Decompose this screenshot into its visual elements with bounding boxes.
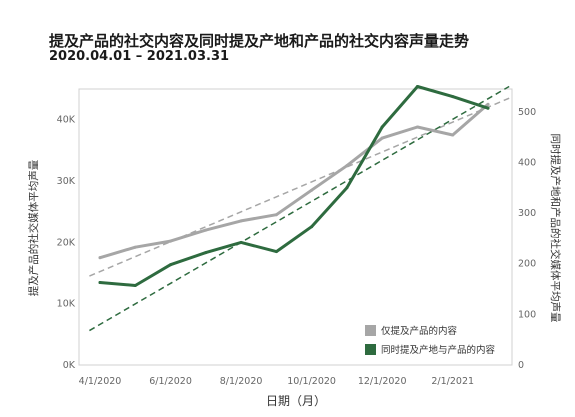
trendline-series-2: [89, 85, 510, 332]
chart-title: 提及产品的社交内容及同时提及产地和产品的社交内容声量走势: [49, 32, 470, 50]
y-right-tick-label: 200: [518, 259, 536, 270]
series-2-point: [98, 280, 102, 284]
series-1-point: [380, 136, 384, 140]
legend-swatch-series-1: [365, 325, 376, 336]
series-1-point: [310, 188, 314, 192]
y-left-tick-label: 10K: [57, 299, 76, 310]
series-1-point: [169, 239, 173, 243]
series-2-point: [239, 240, 243, 244]
series-2-point: [486, 106, 490, 110]
x-tick-label: 4/1/2020: [79, 376, 122, 387]
y-left-tick-label: 20K: [57, 237, 76, 248]
series-1-point: [274, 213, 278, 217]
x-tick-label: 2/1/2021: [431, 376, 474, 387]
series-2-point: [204, 251, 208, 255]
series-2-point: [133, 283, 137, 287]
x-tick-label: 8/1/2020: [220, 376, 263, 387]
legend: 仅提及产品的内容 同时提及产地与产品的内容: [365, 325, 496, 356]
series-1-point: [415, 125, 419, 129]
y-axis-left-label: 提及产品的社交媒体平均声量: [27, 159, 40, 296]
series-2-point: [345, 186, 349, 190]
y-left-tick-label: 30K: [57, 176, 76, 187]
y-right-tick-label: 500: [518, 107, 536, 118]
y-left-tick-label: 40K: [57, 115, 76, 126]
series-1-point: [204, 228, 208, 232]
series-2-point: [310, 225, 314, 229]
series-line-1: [98, 102, 490, 260]
series-2-point: [451, 95, 455, 99]
series-2-point: [415, 84, 419, 88]
chart-subtitle: 2020.04.01 – 2021.03.31: [49, 49, 230, 64]
series-2-point: [169, 263, 173, 267]
y-left-tick-label: 0K: [63, 360, 76, 371]
series-1-point: [345, 164, 349, 168]
series-2-point: [380, 125, 384, 129]
legend-label-series-2: 同时提及产地与产品的内容: [381, 344, 496, 356]
series-1-point: [133, 245, 137, 249]
x-tick-label: 6/1/2020: [149, 376, 192, 387]
y-right-tick-label: 300: [518, 208, 536, 219]
plot-area-border: [78, 88, 513, 366]
series-2-point: [274, 250, 278, 254]
y-right-tick-label: 0: [518, 360, 524, 371]
legend-label-series-1: 仅提及产品的内容: [381, 325, 458, 337]
series-1-point: [239, 219, 243, 223]
series-1-point: [486, 102, 490, 106]
legend-swatch-series-2: [365, 344, 376, 355]
x-tick-label: 10/1/2020: [287, 376, 336, 387]
series-1-point: [98, 256, 102, 260]
y-right-tick-label: 400: [518, 157, 536, 168]
series-1-point: [451, 133, 455, 137]
series-line-2: [98, 85, 490, 287]
trendline-series-1: [89, 97, 510, 277]
y-right-tick-label: 100: [518, 309, 536, 320]
x-axis-label: 日期（月）: [266, 394, 326, 408]
x-tick-label: 12/1/2020: [358, 376, 407, 387]
y-axis-right-label: 同时提及产地和产品的社交媒体平均声量: [549, 134, 562, 323]
